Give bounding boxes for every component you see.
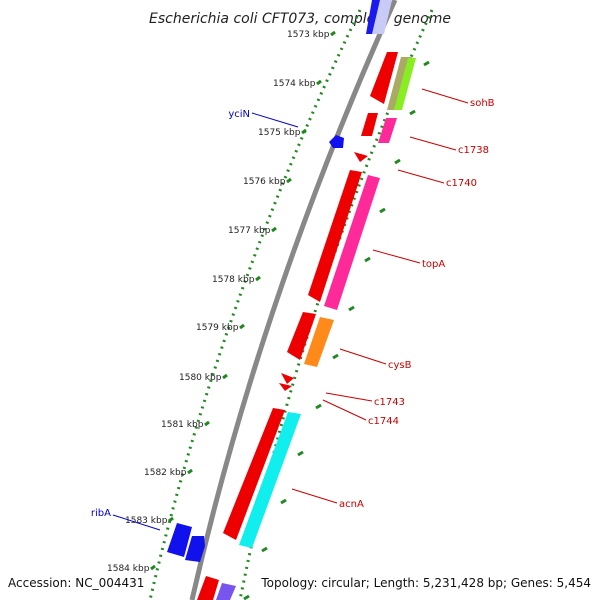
- gene-feature-c1740: [354, 152, 368, 162]
- map-title: Escherichia coli CFT073, complete genome: [149, 11, 451, 27]
- tick-dash-outer: [364, 256, 371, 263]
- tick-dash-outer: [423, 60, 430, 67]
- gene-feature-acnA-red: [223, 408, 285, 540]
- leader-line-cysB: [339, 348, 387, 365]
- gene-feature-cysB-orange: [304, 317, 334, 367]
- leader-line-yciN: [251, 112, 299, 128]
- gene-feature-cysB-red: [287, 312, 316, 360]
- gene-feature-sohB-red: [370, 52, 398, 104]
- leader-line-acnA: [291, 488, 338, 504]
- leader-line-ribA: [112, 514, 161, 531]
- outer-dotted-ring: [148, 9, 362, 600]
- gene-leader-lines: [112, 88, 469, 531]
- gene-label-c1738: c1738: [458, 145, 489, 156]
- tick-label: 1582 kbp: [144, 468, 187, 478]
- tick-label: 1581 kbp: [161, 420, 204, 430]
- leader-line-c1738: [409, 136, 457, 151]
- tick-label: 1583 kbp: [125, 516, 168, 526]
- tick-label: 1576 kbp: [243, 177, 286, 187]
- gene-feature-c1738-pink: [378, 118, 397, 143]
- gene-feature-acnA-cyan: [239, 412, 301, 548]
- accession-label: Accession: NC_004431: [8, 576, 144, 590]
- gene-feature-c1744: [279, 383, 292, 391]
- tick-label: 1574 kbp: [273, 79, 316, 89]
- tick-dash-outer: [280, 498, 287, 505]
- tick-dash-outer: [394, 158, 401, 165]
- gene-feature-bottom-red: [197, 576, 219, 600]
- leader-line-c1744: [322, 399, 367, 421]
- tick-label: 1579 kbp: [196, 323, 239, 333]
- gene-label-yciN: yciN: [228, 109, 250, 120]
- tick-label: 1573 kbp: [287, 30, 330, 40]
- tick-dash: [187, 468, 193, 475]
- gene-feature-ribA-1: [167, 523, 192, 557]
- gene-label-sohB: sohB: [470, 98, 495, 109]
- tick-dash: [168, 516, 174, 523]
- tick-labels: 1573 kbp 1574 kbp 1575 kbp 1576 kbp 1577…: [107, 30, 330, 574]
- genome-info-label: Topology: circular; Length: 5,231,428 bp…: [260, 576, 591, 590]
- tick-dash-outer: [348, 305, 355, 312]
- tick-dash-outer: [243, 594, 250, 600]
- leader-line-c1743: [325, 392, 373, 402]
- tick-label: 1580 kbp: [179, 373, 222, 383]
- gene-label-acnA: acnA: [339, 499, 364, 510]
- genome-backbone: [189, 0, 398, 600]
- tick-dash: [150, 564, 156, 571]
- leader-line-sohB: [421, 88, 469, 104]
- gene-label-c1740: c1740: [446, 178, 477, 189]
- gene-feature-top-lightblue: [372, 0, 392, 34]
- tick-label: 1584 kbp: [107, 564, 150, 574]
- tick-dash-outer: [261, 546, 268, 553]
- gene-feature-topA-red: [308, 170, 362, 302]
- tick-dash: [222, 373, 228, 380]
- tick-dash: [301, 128, 307, 135]
- tick-dash: [271, 226, 277, 233]
- tick-dash: [330, 30, 336, 37]
- leader-line-topA: [372, 249, 421, 264]
- tick-label: 1578 kbp: [212, 275, 255, 285]
- tick-dash: [204, 420, 210, 427]
- gene-features: [167, 0, 416, 600]
- gene-feature-ribA-2: [185, 536, 205, 562]
- tick-dash: [255, 275, 261, 282]
- tick-dash-outer: [297, 450, 304, 457]
- gene-label-ribA: ribA: [91, 508, 111, 519]
- gene-label-c1743: c1743: [374, 397, 405, 408]
- gene-labels: sohB c1738 c1740 topA cysB c1743 c1744 a…: [91, 98, 495, 519]
- tick-label: 1577 kbp: [228, 226, 271, 236]
- tick-dash: [239, 323, 245, 330]
- tick-dash-outer: [379, 207, 386, 214]
- gene-feature-bottom-purple: [216, 583, 236, 600]
- gene-label-topA: topA: [422, 259, 445, 270]
- gene-feature-topA-pink: [324, 175, 380, 310]
- tick-dashes: [150, 30, 430, 600]
- tick-dash-outer: [315, 403, 322, 410]
- tick-label: 1575 kbp: [258, 128, 301, 138]
- gene-feature-c1738-red: [361, 113, 378, 136]
- gene-feature-yciN: [329, 135, 344, 148]
- gene-feature-c1743: [281, 373, 294, 384]
- gene-label-cysB: cysB: [388, 360, 412, 371]
- gene-feature-sohB-green: [394, 58, 416, 110]
- leader-line-c1740: [397, 169, 445, 184]
- tick-dash: [286, 177, 292, 184]
- tick-dash-outer: [409, 109, 416, 116]
- gene-label-c1744: c1744: [368, 416, 399, 427]
- tick-dash: [316, 79, 322, 86]
- tick-dash-outer: [332, 353, 339, 360]
